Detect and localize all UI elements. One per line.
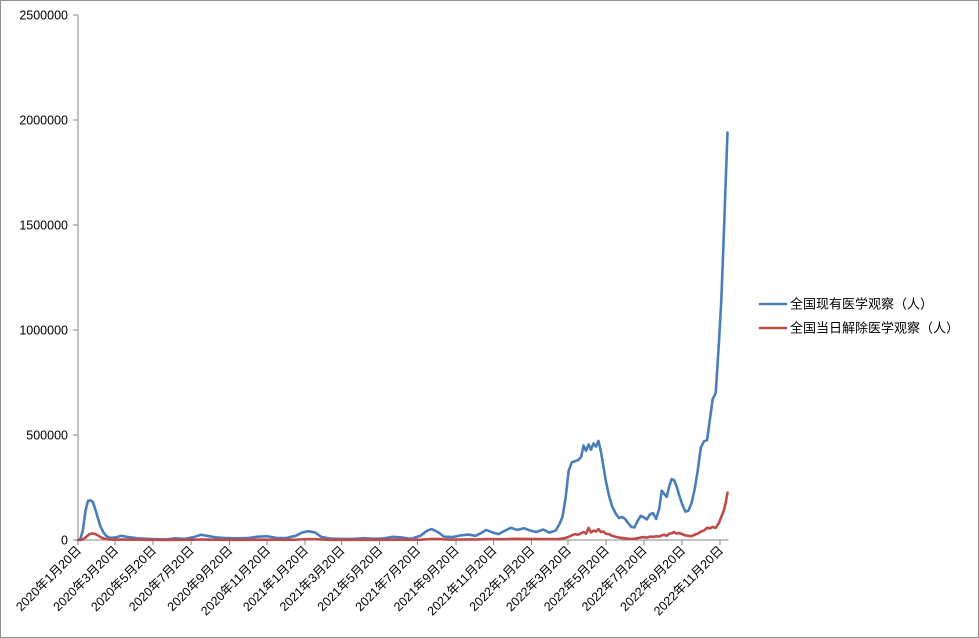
legend-item-0: 全国现有医学观察（人）	[758, 297, 933, 312]
y-tick-label: 2500000	[19, 9, 68, 23]
legend: 全国现有医学观察（人） 全国当日解除医学观察（人）	[758, 297, 959, 336]
y-tick-label: 1500000	[19, 219, 68, 233]
y-tick-label: 0	[61, 534, 68, 548]
legend-label-1: 全国当日解除医学观察（人）	[790, 321, 959, 336]
legend-item-1: 全国当日解除医学观察（人）	[758, 321, 959, 336]
y-tick-label: 500000	[26, 429, 68, 443]
y-tick-label: 1000000	[19, 324, 68, 338]
series-line-0	[76, 131, 729, 542]
legend-label-0: 全国现有医学观察（人）	[790, 297, 933, 312]
y-axis: 0 500000 1000000 1500000 2000000 2500000	[19, 9, 79, 548]
series-line-1	[76, 491, 729, 542]
y-tick-label: 2000000	[19, 114, 68, 128]
plot-series	[76, 131, 729, 542]
